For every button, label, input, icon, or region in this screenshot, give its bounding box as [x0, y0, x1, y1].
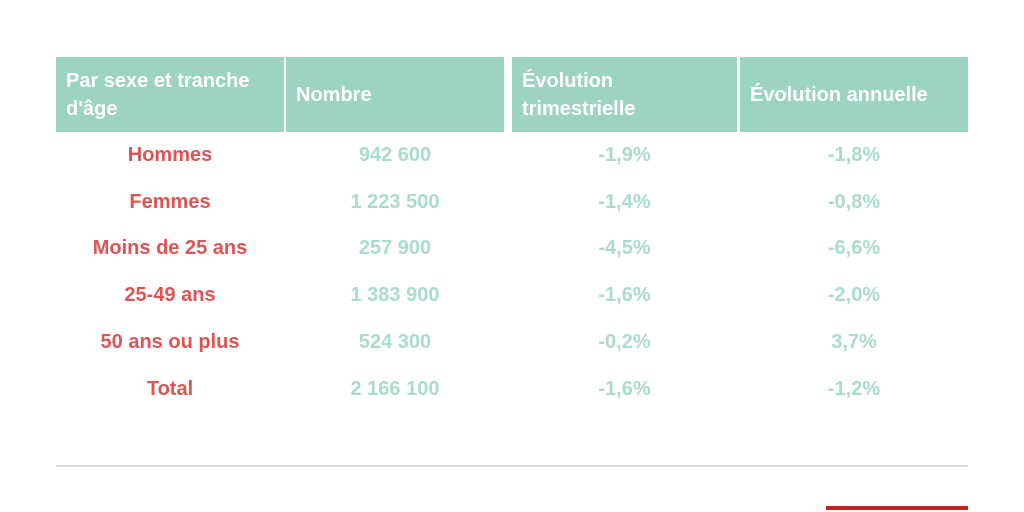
- table-row: Moins de 25 ans 257 900 -4,5% -6,6%: [56, 226, 968, 273]
- table-header: Par sexe et tranche d'âge Nombre Évoluti…: [56, 57, 968, 132]
- header-row: Par sexe et tranche d'âge Nombre Évoluti…: [56, 57, 968, 132]
- column-header-category: Par sexe et tranche d'âge: [56, 57, 284, 132]
- table-row: Total 2 166 100 -1,6% -1,2%: [56, 366, 968, 413]
- cell-evolution-trimestrielle: -1,4%: [598, 190, 651, 213]
- red-button-top-edge[interactable]: [826, 506, 968, 510]
- cell-nombre: 1 223 500: [350, 190, 440, 213]
- row-label-moins-de-25-ans: Moins de 25 ans: [92, 237, 248, 260]
- column-header-evolution-trimestrielle: Évolution trimestrielle: [504, 57, 737, 132]
- cell-nombre: 524 300: [358, 331, 432, 354]
- cell-nombre: 1 383 900: [350, 284, 440, 307]
- cell-nombre: 2 166 100: [350, 377, 440, 400]
- row-label-hommes: Hommes: [127, 143, 213, 166]
- cell-evolution-trimestrielle: -1,6%: [598, 284, 651, 307]
- table-row: Hommes 942 600 -1,9% -1,8%: [56, 132, 968, 179]
- cell-evolution-trimestrielle: -1,9%: [598, 143, 651, 166]
- cell-evolution-annuelle: -0,8%: [827, 190, 881, 213]
- table-body: Hommes 942 600 -1,9% -1,8% Femmes 1 223 …: [56, 132, 968, 413]
- cell-evolution-annuelle: -2,0%: [827, 284, 881, 307]
- table-row: 50 ans ou plus 524 300 -0,2% 3,7%: [56, 319, 968, 366]
- cell-evolution-trimestrielle: -0,2%: [598, 331, 651, 354]
- row-label-femmes: Femmes: [129, 190, 211, 213]
- table-row: 25-49 ans 1 383 900 -1,6% -2,0%: [56, 272, 968, 319]
- table-row: Femmes 1 223 500 -1,4% -0,8%: [56, 179, 968, 226]
- cell-nombre: 257 900: [358, 237, 432, 260]
- row-label-25-49-ans: 25-49 ans: [124, 284, 216, 307]
- stats-table: Par sexe et tranche d'âge Nombre Évoluti…: [56, 57, 968, 413]
- horizontal-divider: [56, 465, 968, 467]
- cell-evolution-trimestrielle: -1,6%: [598, 377, 651, 400]
- cell-nombre: 942 600: [358, 143, 432, 166]
- row-label-50-ans-ou-plus: 50 ans ou plus: [100, 331, 240, 354]
- cell-evolution-trimestrielle: -4,5%: [598, 237, 651, 260]
- cell-evolution-annuelle: -1,8%: [827, 143, 881, 166]
- column-header-evolution-annuelle: Évolution annuelle: [737, 57, 968, 132]
- row-label-total: Total: [146, 377, 194, 400]
- column-header-nombre: Nombre: [284, 57, 504, 132]
- cell-evolution-annuelle: 3,7%: [831, 331, 877, 354]
- cell-evolution-annuelle: -6,6%: [827, 237, 881, 260]
- cell-evolution-annuelle: -1,2%: [827, 377, 881, 400]
